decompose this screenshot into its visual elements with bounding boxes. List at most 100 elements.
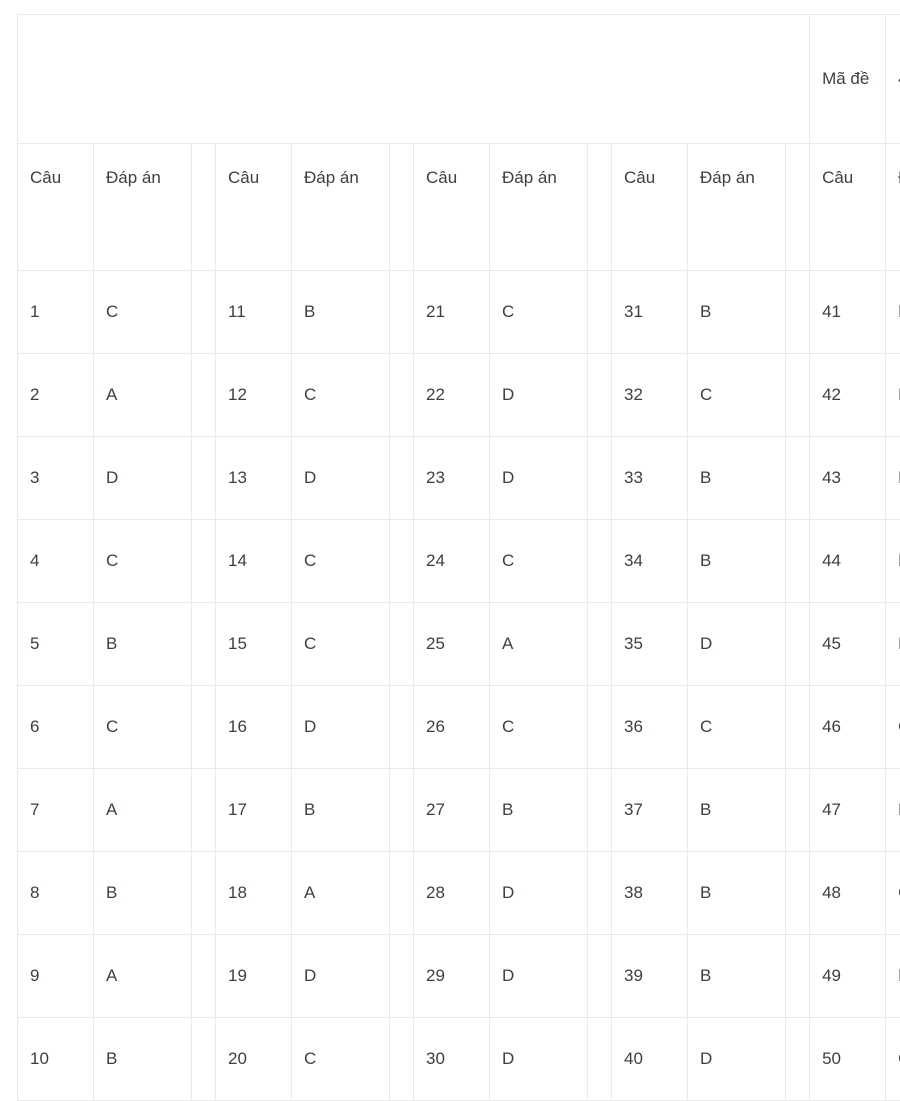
question-number: 2 [18, 354, 94, 437]
question-number: 27 [414, 769, 490, 852]
spacer-cell [588, 603, 612, 686]
answer-letter: C [94, 686, 192, 769]
header-question-1: Câu [18, 144, 94, 271]
spacer-cell [588, 769, 612, 852]
spacer-cell [192, 769, 216, 852]
spacer-cell [390, 271, 414, 354]
spacer-cell [390, 852, 414, 935]
question-number: 41 [810, 271, 886, 354]
question-number: 44 [810, 520, 886, 603]
header-answer-5: Đáp án [886, 144, 900, 271]
question-number: 28 [414, 852, 490, 935]
answer-letter: B [886, 769, 900, 852]
spacer-cell [588, 271, 612, 354]
answer-key-table: Mã đề 410 Câu Đáp án Câu Đáp án Câu Đáp … [17, 14, 900, 1101]
question-number: 32 [612, 354, 688, 437]
spacer-cell [390, 935, 414, 1018]
answer-letter: D [688, 1018, 786, 1101]
table-row: 8 B 18 A 28 D 38 B 48 C [18, 852, 900, 935]
answer-letter: C [886, 1018, 900, 1101]
spacer-cell [192, 603, 216, 686]
blank-header-cell [18, 15, 810, 144]
spacer-cell [390, 1018, 414, 1101]
question-number: 40 [612, 1018, 688, 1101]
answer-letter: B [688, 271, 786, 354]
answer-letter: B [886, 354, 900, 437]
spacer-cell [786, 603, 810, 686]
question-number: 23 [414, 437, 490, 520]
answer-letter: C [94, 520, 192, 603]
spacer-cell [588, 437, 612, 520]
question-number: 50 [810, 1018, 886, 1101]
header-answer-2: Đáp án [292, 144, 390, 271]
spacer-cell [192, 271, 216, 354]
answer-letter: C [490, 271, 588, 354]
answer-letter: D [886, 520, 900, 603]
question-number: 11 [216, 271, 292, 354]
answer-letter: D [292, 935, 390, 1018]
answer-letter: B [688, 437, 786, 520]
question-number: 9 [18, 935, 94, 1018]
spacer-cell [588, 852, 612, 935]
exam-code-label: Mã đề [810, 15, 886, 144]
spacer-cell [786, 1018, 810, 1101]
question-number: 33 [612, 437, 688, 520]
answer-letter: B [490, 769, 588, 852]
spacer-cell [192, 144, 216, 271]
question-number: 13 [216, 437, 292, 520]
spacer-cell [786, 437, 810, 520]
spacer-cell [192, 1018, 216, 1101]
exam-code-value: 410 [886, 15, 900, 144]
header-question-3: Câu [414, 144, 490, 271]
question-number: 34 [612, 520, 688, 603]
answer-letter: C [292, 1018, 390, 1101]
answer-letter: D [292, 686, 390, 769]
question-number: 1 [18, 271, 94, 354]
table-row: 1 C 11 B 21 C 31 B 41 D [18, 271, 900, 354]
question-number: 4 [18, 520, 94, 603]
answer-letter: B [688, 852, 786, 935]
answer-letter: D [292, 437, 390, 520]
answer-letter: A [94, 354, 192, 437]
answer-letter: B [688, 769, 786, 852]
answer-letter: B [688, 935, 786, 1018]
table-row: 5 B 15 C 25 A 35 D 45 D [18, 603, 900, 686]
spacer-cell [390, 769, 414, 852]
question-number: 16 [216, 686, 292, 769]
answer-letter: C [490, 686, 588, 769]
spacer-cell [390, 686, 414, 769]
answer-letter: B [688, 520, 786, 603]
question-number: 46 [810, 686, 886, 769]
answer-letter: D [886, 271, 900, 354]
question-number: 30 [414, 1018, 490, 1101]
spacer-cell [192, 354, 216, 437]
question-number: 22 [414, 354, 490, 437]
spacer-cell [192, 520, 216, 603]
question-number: 8 [18, 852, 94, 935]
answer-letter: D [688, 603, 786, 686]
question-number: 38 [612, 852, 688, 935]
spacer-cell [786, 686, 810, 769]
answer-letter: B [94, 852, 192, 935]
table-row: 9 A 19 D 29 D 39 B 49 D [18, 935, 900, 1018]
question-number: 3 [18, 437, 94, 520]
answer-letter: A [94, 769, 192, 852]
answer-key-body: Mã đề 410 Câu Đáp án Câu Đáp án Câu Đáp … [18, 15, 900, 1101]
answer-letter: C [688, 354, 786, 437]
spacer-cell [786, 769, 810, 852]
spacer-cell [786, 935, 810, 1018]
spacer-cell [786, 520, 810, 603]
column-header-row: Câu Đáp án Câu Đáp án Câu Đáp án Câu Đáp… [18, 144, 900, 271]
answer-letter: D [490, 354, 588, 437]
spacer-cell [192, 686, 216, 769]
question-number: 12 [216, 354, 292, 437]
question-number: 7 [18, 769, 94, 852]
header-answer-3: Đáp án [490, 144, 588, 271]
table-row: 10 B 20 C 30 D 40 D 50 C [18, 1018, 900, 1101]
answer-letter: D [490, 852, 588, 935]
spacer-cell [390, 437, 414, 520]
question-number: 49 [810, 935, 886, 1018]
question-number: 18 [216, 852, 292, 935]
answer-letter: C [688, 686, 786, 769]
answer-letter: C [490, 520, 588, 603]
